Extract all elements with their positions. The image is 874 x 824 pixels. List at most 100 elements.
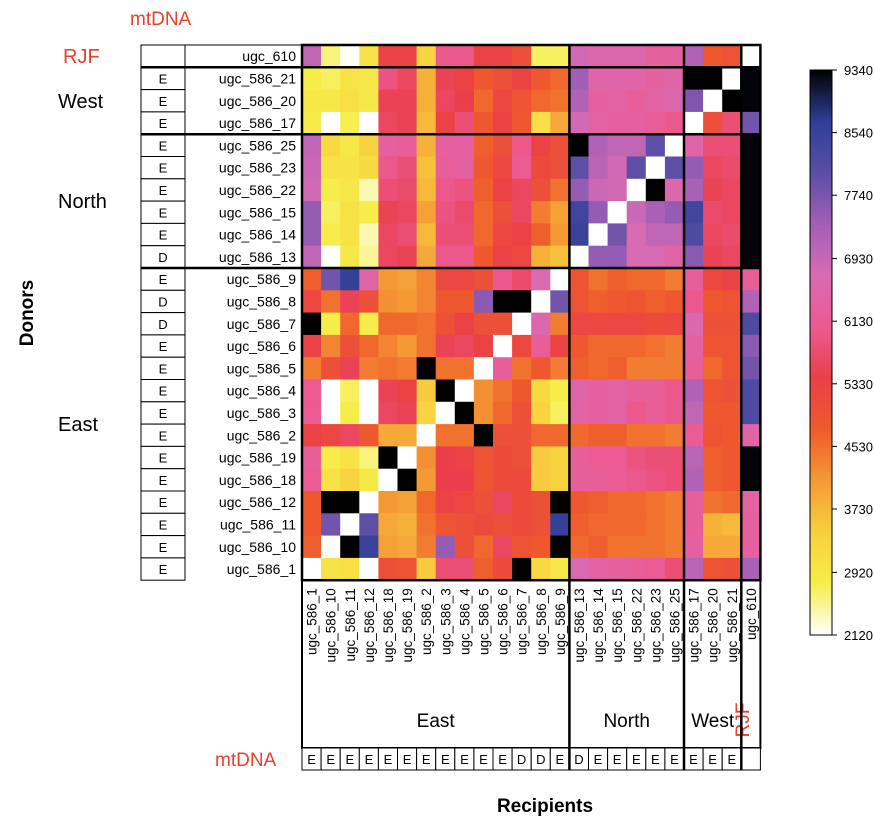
column-label: ugc_586_11 bbox=[343, 588, 358, 661]
bottom-mtdna-label: mtDNA bbox=[215, 750, 277, 771]
heatmap-cell bbox=[340, 535, 360, 559]
heatmap-cell bbox=[645, 491, 666, 514]
heatmap-cell bbox=[664, 156, 685, 180]
heatmap-cell bbox=[550, 357, 570, 380]
heatmap-cell bbox=[454, 134, 475, 157]
heatmap-cell bbox=[321, 446, 341, 470]
heatmap-cell bbox=[550, 401, 570, 425]
column-label: ugc_586_13 bbox=[572, 588, 587, 662]
column-label: ugc_586_22 bbox=[629, 588, 644, 662]
heatmap-cell bbox=[684, 178, 704, 202]
heatmap-cell bbox=[473, 513, 494, 536]
heatmap-cell bbox=[569, 468, 589, 492]
heatmap-cell bbox=[703, 268, 723, 291]
heatmap-cell bbox=[531, 268, 551, 291]
heatmap-cell bbox=[321, 379, 341, 403]
heatmap-cell bbox=[302, 268, 322, 291]
heatmap-cell bbox=[473, 357, 494, 380]
heatmap-cell bbox=[321, 223, 341, 247]
row-label: ugc_586_15 bbox=[219, 204, 296, 220]
heatmap-cell bbox=[588, 67, 608, 90]
heatmap-cell bbox=[435, 557, 456, 581]
heatmap-cell bbox=[359, 67, 379, 90]
column-label: ugc_586_6 bbox=[496, 588, 511, 655]
heatmap-cell bbox=[531, 89, 551, 113]
heatmap-cell bbox=[493, 446, 513, 470]
heatmap-cell bbox=[531, 312, 551, 336]
heatmap-cell bbox=[664, 245, 685, 269]
heatmap-cell bbox=[416, 424, 437, 447]
heatmap-cell bbox=[569, 67, 589, 90]
heatmap-cell bbox=[607, 223, 628, 247]
heatmap-cell bbox=[626, 178, 647, 202]
heatmap-cell bbox=[741, 45, 761, 68]
heatmap-cell bbox=[626, 379, 647, 403]
heatmap-cell bbox=[416, 45, 437, 68]
colorbar-tick-label: 8540 bbox=[844, 126, 873, 141]
heatmap-cell bbox=[302, 424, 322, 447]
heatmap-cell bbox=[512, 45, 532, 68]
heatmap-cell bbox=[588, 134, 608, 157]
column-label: ugc_586_25 bbox=[668, 588, 683, 662]
heatmap-cell bbox=[378, 535, 398, 559]
row-label: ugc_586_17 bbox=[219, 115, 296, 131]
heatmap-cell bbox=[340, 201, 360, 224]
heatmap-cell bbox=[703, 334, 723, 358]
heatmap-cell bbox=[493, 424, 513, 447]
heatmap-cell bbox=[454, 89, 475, 113]
heatmap-cell bbox=[684, 89, 704, 113]
heatmap-cell bbox=[722, 334, 742, 358]
heatmap-cell bbox=[454, 535, 475, 559]
row-mtdna-value: E bbox=[159, 272, 168, 287]
heatmap-cell bbox=[703, 134, 723, 157]
heatmap-cell bbox=[741, 134, 761, 157]
heatmap-cell bbox=[359, 379, 379, 403]
row-mtdna-value: E bbox=[159, 72, 168, 87]
heatmap-cell bbox=[473, 379, 494, 403]
row-label: ugc_586_13 bbox=[219, 249, 296, 265]
heatmap-cell bbox=[531, 245, 551, 269]
column-mtdna-value: E bbox=[326, 752, 335, 767]
heatmap-cell bbox=[378, 468, 398, 492]
row-mtdna-value: E bbox=[159, 183, 168, 198]
heatmap-cell bbox=[664, 67, 685, 90]
heatmap-cell bbox=[550, 67, 570, 90]
heatmap-cell bbox=[645, 357, 666, 380]
heatmap-cell bbox=[321, 89, 341, 113]
heatmap-cell bbox=[378, 201, 398, 224]
heatmap-cell bbox=[493, 178, 513, 202]
heatmap-cell bbox=[645, 468, 666, 492]
heatmap-cell bbox=[302, 45, 322, 68]
heatmap-cell bbox=[493, 468, 513, 492]
heatmap-cell bbox=[684, 535, 704, 559]
heatmap-cell bbox=[664, 535, 685, 559]
heatmap-cell bbox=[397, 446, 417, 470]
heatmap-cell bbox=[741, 357, 761, 380]
column-labels: ugc_586_1 ugc_586_10 ugc_586_11 ugc_586_12 u… bbox=[301, 579, 762, 750]
heatmap-cell bbox=[741, 446, 761, 470]
heatmap-cell bbox=[626, 401, 647, 425]
heatmap-cell bbox=[588, 156, 608, 180]
heatmap-cell bbox=[359, 134, 379, 157]
row-label: ugc_586_21 bbox=[219, 71, 296, 87]
heatmap-cell bbox=[588, 379, 608, 403]
heatmap-cell bbox=[493, 290, 513, 313]
heatmap-cell bbox=[703, 535, 723, 559]
recipients-axis-label: Recipients bbox=[497, 796, 593, 817]
heatmap-cell bbox=[340, 312, 360, 336]
heatmap-cell bbox=[607, 491, 628, 514]
heatmap-cell bbox=[378, 334, 398, 358]
heatmap-cell bbox=[722, 268, 742, 291]
heatmap-cell bbox=[684, 424, 704, 447]
heatmap-cell bbox=[664, 268, 685, 291]
heatmap-cell bbox=[588, 491, 608, 514]
heatmap-cell bbox=[397, 223, 417, 247]
heatmap-cell bbox=[493, 334, 513, 358]
heatmap-cell bbox=[607, 379, 628, 403]
heatmap-cell bbox=[569, 424, 589, 447]
row-label: ugc_586_3 bbox=[227, 405, 297, 421]
heatmap-cell bbox=[340, 468, 360, 492]
heatmap-cell bbox=[435, 357, 456, 380]
heatmap-cell bbox=[607, 156, 628, 180]
heatmap-cell bbox=[722, 67, 742, 90]
